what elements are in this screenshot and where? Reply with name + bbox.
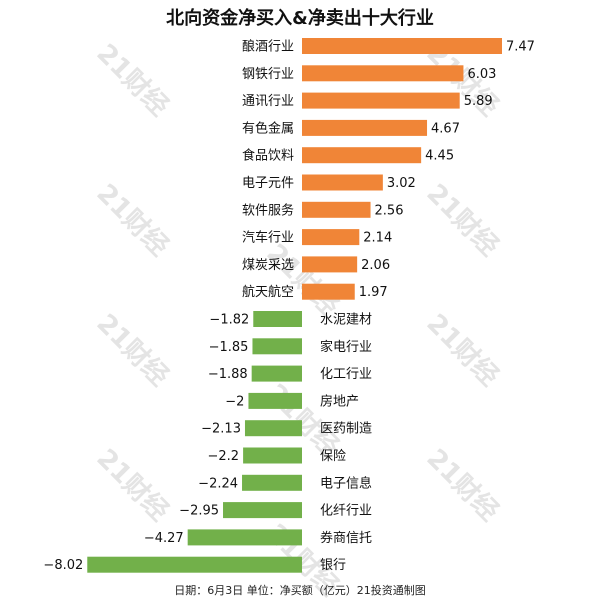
category-label: 酿酒行业 bbox=[242, 39, 294, 55]
value-label: 6.03 bbox=[467, 67, 496, 82]
bar-15 bbox=[244, 420, 302, 437]
bar-10 bbox=[302, 283, 355, 300]
bar-2 bbox=[302, 65, 464, 82]
category-label: 汽车行业 bbox=[242, 230, 294, 246]
value-label: −2.24 bbox=[198, 476, 238, 491]
bar-16 bbox=[243, 447, 302, 464]
bar-7 bbox=[302, 201, 371, 218]
category-label: 券商信托 bbox=[320, 530, 372, 546]
category-label: 通讯行业 bbox=[242, 94, 294, 109]
bar-20 bbox=[87, 556, 302, 573]
value-label: 5.89 bbox=[464, 94, 493, 109]
chart-title: 北向资金净买入&净卖出十大行业 bbox=[166, 8, 434, 29]
category-label: 家电行业 bbox=[320, 339, 372, 355]
value-label: 4.67 bbox=[431, 121, 460, 136]
bar-17 bbox=[242, 474, 302, 491]
bar-18 bbox=[223, 502, 302, 519]
value-label: 1.97 bbox=[359, 285, 388, 300]
bar-6 bbox=[302, 174, 383, 191]
value-label: 2.56 bbox=[375, 203, 404, 218]
bar-14 bbox=[248, 392, 302, 409]
value-label: −4.27 bbox=[144, 531, 184, 546]
category-label: 房地产 bbox=[320, 393, 359, 409]
category-label: 食品饮料 bbox=[242, 148, 294, 164]
category-label: 软件服务 bbox=[242, 202, 294, 218]
bar-8 bbox=[302, 229, 360, 246]
category-label: 保险 bbox=[320, 449, 346, 464]
value-label: −2 bbox=[225, 394, 244, 409]
category-label: 化纤行业 bbox=[320, 504, 372, 519]
category-label: 水泥建材 bbox=[320, 313, 372, 328]
category-label: 航天航空 bbox=[242, 284, 294, 300]
category-label: 有色金属 bbox=[242, 120, 294, 136]
bar-4 bbox=[302, 119, 428, 136]
category-label: 银行 bbox=[320, 558, 346, 573]
value-label: 7.47 bbox=[506, 40, 535, 55]
chart-footer: 日期：6月3日 单位：净买额（亿元）21投资通制图 bbox=[174, 584, 426, 597]
bar-19 bbox=[187, 529, 302, 546]
category-label: 化工行业 bbox=[320, 367, 372, 382]
value-label: −2.2 bbox=[208, 449, 240, 464]
bar-9 bbox=[302, 256, 358, 273]
category-label: 煤炭采选 bbox=[242, 258, 294, 273]
value-label: 2.14 bbox=[363, 231, 392, 246]
value-label: −1.85 bbox=[209, 340, 249, 355]
value-label: −8.02 bbox=[43, 558, 83, 573]
value-label: −1.82 bbox=[209, 313, 249, 328]
value-label: −2.13 bbox=[201, 422, 241, 437]
category-label: 电子元件 bbox=[242, 176, 294, 191]
category-label: 钢铁行业 bbox=[242, 67, 294, 82]
bar-5 bbox=[302, 147, 422, 164]
value-label: 4.45 bbox=[425, 149, 454, 164]
bar-13 bbox=[251, 365, 302, 382]
value-label: −2.95 bbox=[179, 504, 219, 519]
value-label: −1.88 bbox=[208, 367, 248, 382]
category-label: 电子信息 bbox=[320, 475, 372, 491]
value-label: 2.06 bbox=[361, 258, 390, 273]
bar-11 bbox=[253, 311, 302, 327]
bar-3 bbox=[302, 92, 460, 109]
bar-12 bbox=[252, 338, 302, 355]
category-label: 医药制造 bbox=[320, 422, 372, 437]
value-label: 3.02 bbox=[387, 176, 416, 191]
bar-1 bbox=[302, 38, 502, 54]
